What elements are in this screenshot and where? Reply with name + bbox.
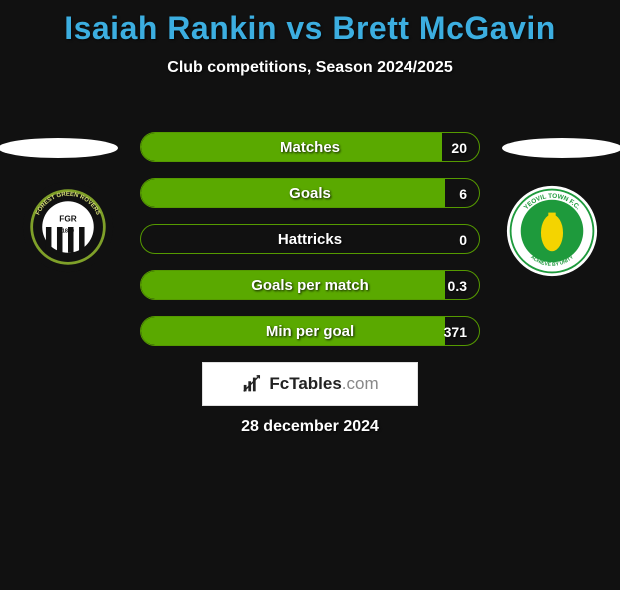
stat-value: 371 [444,317,467,345]
svg-text:FGR: FGR [59,214,76,223]
stats-panel: Matches20 Goals6 Hattricks0 Goals per match… [140,132,480,362]
stat-value: 6 [459,179,467,207]
stat-value: 0 [459,225,467,253]
stat-label: Goals per match [141,271,479,299]
yeovil-town-crest: YEOVIL TOWN F.C. ACHIEVE BY UNITY [506,185,598,277]
logo-text: FcTables.com [269,374,378,394]
stat-label: Hattricks [141,225,479,253]
player-left-name-pill [0,138,118,158]
page-title: Isaiah Rankin vs Brett McGavin [0,10,620,47]
svg-text:1889: 1889 [62,229,74,235]
stat-bar: Hattricks0 [140,224,480,254]
fctables-logo: FcTables.com [202,362,418,406]
subtitle: Club competitions, Season 2024/2025 [0,59,620,77]
stat-bar: Min per goal371 [140,316,480,346]
player-right-name-pill [502,138,620,158]
stat-bar: Goals6 [140,178,480,208]
stat-value: 0.3 [448,271,467,299]
stat-label: Matches [141,133,479,161]
stat-label: Min per goal [141,317,479,345]
stat-bar: Matches20 [140,132,480,162]
stat-bar: Goals per match0.3 [140,270,480,300]
forest-green-rovers-crest: FGR 1889 FOREST GREEN ROVERS [22,181,114,273]
stat-value: 20 [451,133,467,161]
stat-label: Goals [141,179,479,207]
bar-chart-icon [241,373,263,395]
date-label: 28 december 2024 [0,418,620,436]
logo-text-light: .com [342,374,379,393]
logo-text-bold: FcTables [269,374,341,393]
